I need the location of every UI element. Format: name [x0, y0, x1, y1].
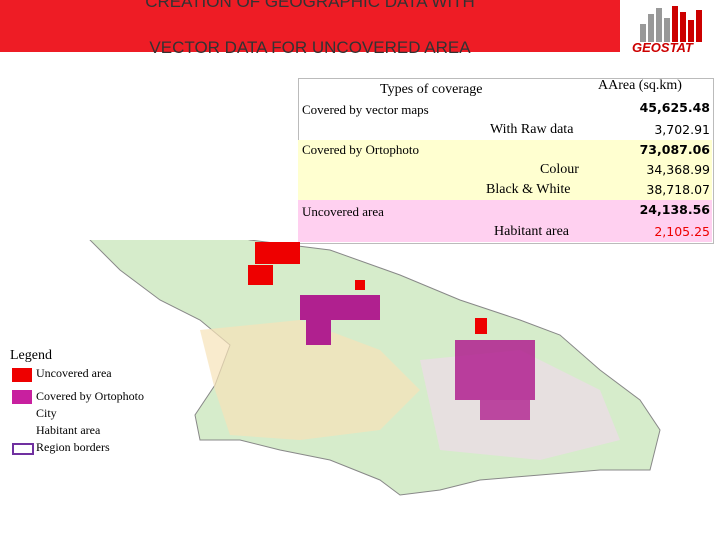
- cell: Covered by vector maps: [302, 102, 429, 117]
- logo: GEOSTAT: [632, 40, 693, 55]
- legend-item: Uncovered area: [36, 366, 112, 380]
- logo-graphic: [640, 6, 702, 42]
- cell: Black & White: [486, 182, 571, 197]
- legend-item: City: [36, 406, 57, 420]
- row-band: [298, 200, 712, 242]
- column-header: AArea (sq.km): [598, 78, 682, 93]
- legend-item: Habitant area: [36, 423, 101, 437]
- cell: Uncovered area: [302, 204, 384, 219]
- cell: Colour: [540, 162, 579, 177]
- title-line: CREATION OF GEOGRAPHIC DATA WITH: [145, 0, 475, 11]
- title-bar: [0, 0, 620, 52]
- map: [89, 240, 661, 496]
- cell: 3,702.91: [654, 122, 710, 137]
- cell: 73,087.06: [639, 142, 710, 157]
- legend-item: Covered by Ortophoto: [36, 389, 144, 403]
- legend-swatch: [12, 390, 32, 404]
- row-band: [298, 140, 712, 200]
- cell: 45,625.48: [639, 100, 710, 115]
- legend-swatch: [12, 368, 32, 382]
- cell: Covered by Ortophoto: [302, 142, 419, 157]
- cell: 38,718.07: [646, 182, 710, 197]
- cell: 2,105.25: [654, 224, 710, 239]
- cell: With Raw data: [490, 122, 574, 137]
- cell: 24,138.56: [639, 202, 710, 217]
- cell: 34,368.99: [646, 162, 710, 177]
- legend-item: Region borders: [36, 440, 110, 454]
- title-line: VECTOR DATA FOR UNCOVERED AREA: [149, 38, 471, 57]
- legend-swatch: [12, 443, 34, 455]
- cell: Habitant area: [494, 224, 570, 239]
- column-header: Types of coverage: [380, 82, 483, 97]
- legend-title: Legend: [10, 348, 52, 363]
